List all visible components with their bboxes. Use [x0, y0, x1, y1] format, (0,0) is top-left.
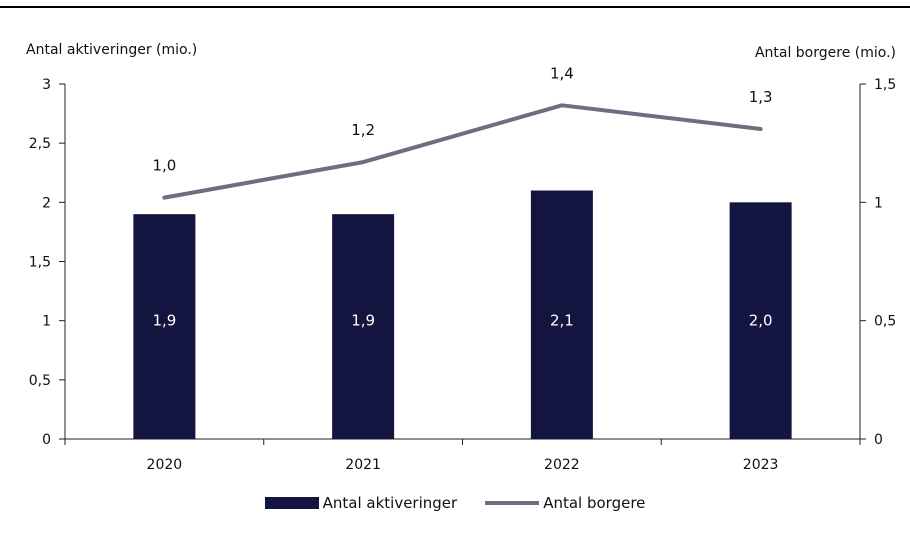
legend-item-bars: Antal aktiveringer: [264, 494, 458, 512]
legend-label-line: Antal borgere: [543, 494, 646, 512]
line-path: [162, 103, 763, 200]
axes: 0 0,5 1 1,5 2 2,5 3 0 0,5 1 1,5 2020 2021 2022 2023: [29, 77, 897, 473]
x-tick-label: 2020: [147, 457, 183, 473]
line-value-label: 1,2: [351, 121, 375, 139]
x-tick-label: 2021: [345, 457, 381, 473]
right-tick-label: 1,5: [874, 77, 896, 93]
left-tick-label: 2: [42, 195, 51, 211]
left-tick-label: 2,5: [29, 136, 51, 152]
bar: [729, 202, 792, 439]
x-tick-label: 2022: [544, 457, 580, 473]
left-axis-title: Antal aktiveringer (mio.): [26, 42, 197, 58]
bar: [133, 214, 196, 439]
line-value-label: 1,0: [152, 157, 176, 175]
bar-value-label: 1,9: [351, 312, 375, 330]
bar: [530, 190, 593, 439]
x-tick-label: 2023: [743, 457, 779, 473]
bars: 1,9 1,9 2,1 2,0: [133, 190, 792, 439]
bar-value-label: 1,9: [152, 312, 176, 330]
line-value-label: 1,4: [550, 64, 574, 82]
right-axis-title: Antal borgere (mio.): [755, 45, 896, 61]
right-tick-label: 0: [874, 432, 883, 448]
top-rule: [0, 6, 910, 8]
line-series: 1,0 1,2 1,4 1,3: [152, 64, 773, 200]
left-tick-label: 1,5: [29, 255, 51, 271]
legend-item-line: Antal borgere: [485, 494, 645, 512]
combo-chart: Antal aktiveringer (mio.) Antal borgere …: [26, 42, 897, 473]
legend-label-bars: Antal aktiveringer: [322, 494, 458, 512]
left-tick-label: 1: [42, 314, 51, 330]
legend: Antal aktiveringer Antal borgere: [0, 494, 910, 512]
bar-value-label: 2,1: [550, 312, 574, 330]
left-tick-label: 0,5: [29, 373, 51, 389]
left-tick-label: 3: [42, 77, 51, 93]
bar: [332, 214, 395, 439]
right-tick-label: 1: [874, 195, 883, 211]
legend-swatch-line: [485, 501, 540, 505]
bar-value-label: 2,0: [749, 312, 773, 330]
right-tick-label: 0,5: [874, 314, 896, 330]
line-value-label: 1,3: [749, 88, 773, 106]
left-tick-label: 0: [42, 432, 51, 448]
legend-swatch-bar: [264, 497, 319, 509]
